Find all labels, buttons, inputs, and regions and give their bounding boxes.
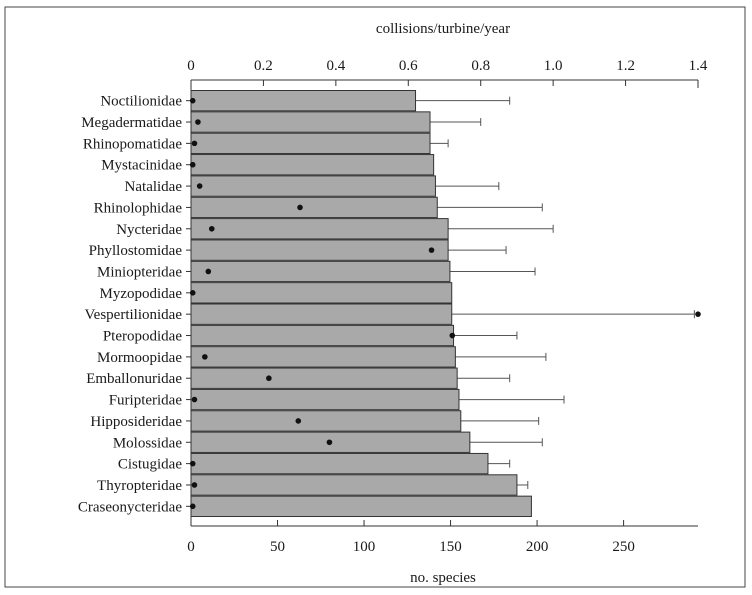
category-label: Thyropteridae: [97, 478, 182, 494]
species-point: [189, 97, 196, 104]
top-axis-tick-label: 1.2: [616, 58, 635, 74]
plot-area: 0 0.2 0.4 0.6 0.8 1.0 1.2 1.4 0 50 100 150 200 250 Noc…: [78, 58, 708, 555]
category-label: Noctilionidae: [100, 94, 182, 110]
species-point: [189, 161, 196, 168]
top-axis-tick-label: 0: [187, 58, 195, 74]
bar: [190, 90, 417, 112]
bar: [190, 260, 451, 283]
species-point: [189, 290, 196, 296]
species-point: [297, 204, 303, 211]
bottom-axis-tick-label: 50: [270, 539, 285, 555]
species-point: [326, 439, 333, 446]
bottom-axis-tick-label: 250: [612, 539, 635, 555]
species-point: [191, 482, 198, 488]
category-label: Emballonuridae: [86, 371, 182, 387]
bar: [190, 388, 460, 411]
bottom-axis-tick-label: 200: [526, 539, 549, 555]
bar: [190, 175, 436, 197]
species-point: [191, 140, 198, 147]
bar: [190, 282, 453, 304]
bar: [190, 154, 435, 176]
top-axis-tick-label: 1.0: [544, 58, 563, 74]
top-axis-tick-label: 0.4: [326, 58, 345, 74]
bar: [190, 346, 456, 368]
species-point: [189, 503, 196, 510]
bar: [190, 196, 438, 219]
species-point: [266, 375, 272, 382]
bar: [190, 495, 532, 517]
species-point: [208, 225, 215, 232]
category-label: Mormoopidae: [97, 350, 182, 366]
category-label: Cistugidae: [118, 457, 183, 473]
bar: [190, 111, 431, 133]
bottom-axis-tick-label: 0: [187, 539, 195, 555]
category-label: Myzopodidae: [100, 286, 183, 302]
category-label: Rhinolophidae: [94, 200, 183, 216]
category-label: Molossidae: [113, 435, 183, 451]
bar: [190, 132, 431, 155]
species-point: [189, 460, 196, 467]
bar: [190, 324, 455, 347]
category-label: Vespertilionidae: [85, 307, 183, 323]
species-point: [695, 311, 701, 317]
bar: [190, 367, 458, 389]
category-label: Mystacinidae: [101, 158, 182, 174]
species-point: [428, 247, 435, 253]
top-axis-tick-label: 0.6: [399, 58, 418, 74]
bottom-axis-tick-label: 150: [439, 539, 462, 555]
species-point: [196, 183, 203, 189]
category-label: Megadermatidae: [81, 115, 182, 131]
species-point: [191, 396, 198, 403]
category-label: Rhinopomatidae: [83, 136, 182, 152]
category-label: Miniopteridae: [97, 264, 182, 280]
category-label: Furipteridae: [109, 393, 183, 409]
category-label: Pteropodidae: [103, 329, 182, 345]
bar: [190, 452, 489, 475]
top-axis-label: collisions/turbine/year: [376, 21, 510, 37]
species-point: [295, 418, 302, 424]
bar: [190, 410, 462, 432]
bar: [190, 218, 449, 240]
bar: [190, 303, 453, 325]
bar: [190, 474, 518, 496]
category-label: Nycteridae: [116, 222, 182, 238]
species-point: [205, 268, 212, 275]
category-label: Hipposideridae: [90, 414, 182, 430]
category-label: Craseonycteridae: [78, 499, 182, 515]
top-axis-tick-label: 0.2: [254, 58, 273, 74]
bottom-axis-label: no. species: [410, 570, 476, 586]
bottom-axis-tick-label: 100: [353, 539, 376, 555]
top-axis-tick-label: 0.8: [471, 58, 490, 74]
top-axis-tick-label: 1.4: [689, 58, 708, 74]
category-label: Natalidae: [125, 179, 183, 195]
bar: [190, 239, 449, 261]
species-point: [449, 332, 456, 339]
category-label: Phyllostomidae: [89, 243, 183, 259]
species-point: [195, 119, 201, 125]
species-point: [202, 354, 208, 360]
